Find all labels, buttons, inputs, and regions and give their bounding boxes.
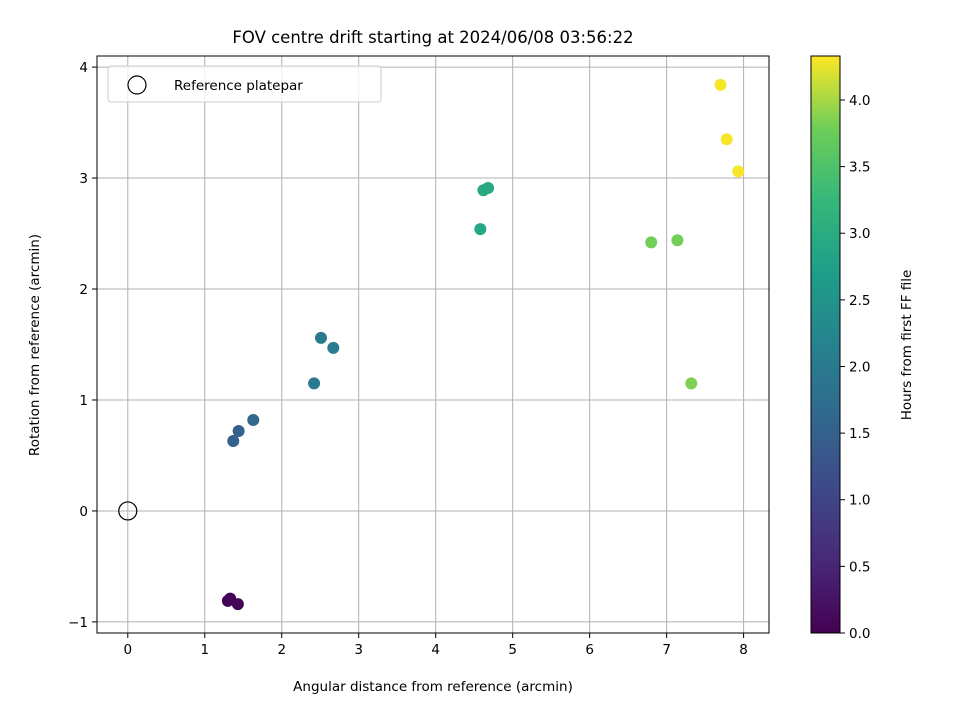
- colorbar-tick-label: 1.5: [849, 426, 870, 442]
- data-point: [482, 182, 495, 195]
- data-point: [720, 133, 733, 146]
- legend-label-reference-platepar: Reference platepar: [174, 78, 303, 94]
- x-tick-label: 8: [739, 642, 748, 658]
- y-tick-label: 0: [79, 504, 88, 520]
- colorbar-tick-label: 2.0: [849, 359, 870, 375]
- data-point: [645, 236, 658, 249]
- colorbar-ticks: 0.0 0.5 1.0 1.5 2.0 2.5 3.0 3.5 4.0: [840, 93, 870, 642]
- data-point: [671, 234, 684, 247]
- legend: Reference platepar: [107, 65, 382, 103]
- x-tick-label: 5: [508, 642, 517, 658]
- colorbar-tick-label: 4.0: [849, 93, 870, 109]
- data-point: [232, 425, 245, 438]
- chart-title: FOV centre drift starting at 2024/06/08 …: [232, 28, 633, 47]
- data-point: [714, 78, 727, 91]
- colorbar-gradient: [811, 56, 840, 633]
- y-tick-label: 2: [79, 282, 88, 298]
- colorbar: 0.0 0.5 1.0 1.5 2.0 2.5 3.0 3.5 4.0 Hours from f…: [810, 55, 915, 642]
- colorbar-tick-label: 3.0: [849, 226, 870, 242]
- x-tick-label: 4: [431, 642, 440, 658]
- x-tick-label: 7: [662, 642, 671, 658]
- y-tick-label: 4: [79, 60, 88, 76]
- colorbar-tick-label: 1.0: [849, 493, 870, 509]
- x-axis-ticks: 0 1 2 3 4 5 6 7 8: [123, 633, 748, 658]
- colorbar-tick-label: 2.5: [849, 293, 870, 309]
- data-points: [221, 78, 745, 611]
- colorbar-tick-label: 3.5: [849, 160, 870, 176]
- reference-marker: [118, 501, 138, 521]
- x-tick-label: 6: [585, 642, 594, 658]
- y-tick-label: 1: [79, 393, 88, 409]
- colorbar-frame: [810, 55, 841, 634]
- data-point: [685, 377, 698, 390]
- x-tick-label: 2: [277, 642, 286, 658]
- data-point: [474, 223, 487, 236]
- data-point: [327, 341, 340, 354]
- grid-lines: [97, 56, 769, 633]
- y-tick-label: 3: [79, 171, 88, 187]
- colorbar-tick-label: 0.0: [849, 626, 870, 642]
- plot-frame: [96, 55, 770, 634]
- x-tick-label: 0: [123, 642, 132, 658]
- data-point: [732, 165, 745, 178]
- data-point: [315, 331, 327, 344]
- colorbar-label: Hours from first FF file: [899, 270, 915, 421]
- x-tick-label: 3: [354, 642, 363, 658]
- data-point: [247, 413, 260, 426]
- x-tick-label: 1: [200, 642, 209, 658]
- legend-reference-marker: [127, 75, 147, 95]
- x-axis-label: Angular distance from reference (arcmin): [293, 679, 573, 695]
- data-point: [231, 598, 244, 611]
- data-point: [227, 435, 240, 448]
- y-axis-ticks: −1 0 1 2 3 4: [68, 60, 97, 631]
- colorbar-tick-label: 0.5: [849, 559, 870, 575]
- legend-box: [107, 65, 382, 103]
- y-axis-label: Rotation from reference (arcmin): [27, 234, 43, 456]
- reference-platepar-marker: [118, 501, 138, 521]
- data-point: [308, 377, 321, 390]
- y-tick-label: −1: [68, 615, 88, 631]
